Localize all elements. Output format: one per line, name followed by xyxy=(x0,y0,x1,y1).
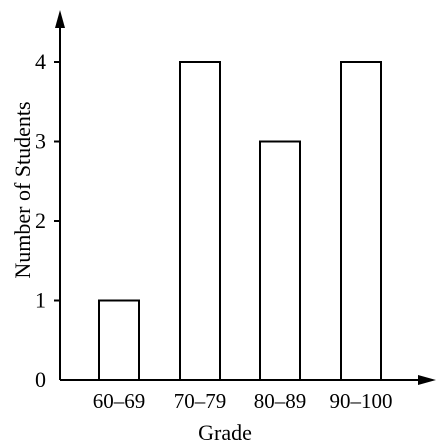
y-tick-label: 1 xyxy=(35,288,46,313)
x-tick-labels: 60–69 70–79 80–89 90–100 xyxy=(93,389,393,413)
bar xyxy=(259,140,301,381)
x-tick-label: 90–100 xyxy=(330,389,393,413)
y-tick-label: 3 xyxy=(35,129,46,154)
y-ticks: 0 1 2 3 4 xyxy=(35,49,60,392)
x-tick-label: 80–89 xyxy=(254,389,307,413)
y-tick-label: 4 xyxy=(35,49,46,74)
x-axis-label: Grade xyxy=(198,420,252,445)
bars xyxy=(98,61,382,381)
y-tick-label: 2 xyxy=(35,208,46,233)
y-tick-label: 0 xyxy=(35,367,46,392)
bar xyxy=(98,299,140,381)
x-axis-arrowhead xyxy=(418,375,436,385)
bar xyxy=(340,61,382,381)
x-tick-label: 70–79 xyxy=(174,389,227,413)
y-axis-arrowhead xyxy=(55,10,65,28)
y-axis-label: Number of Students xyxy=(10,101,35,278)
x-tick-label: 60–69 xyxy=(93,389,146,413)
bar xyxy=(179,61,221,381)
